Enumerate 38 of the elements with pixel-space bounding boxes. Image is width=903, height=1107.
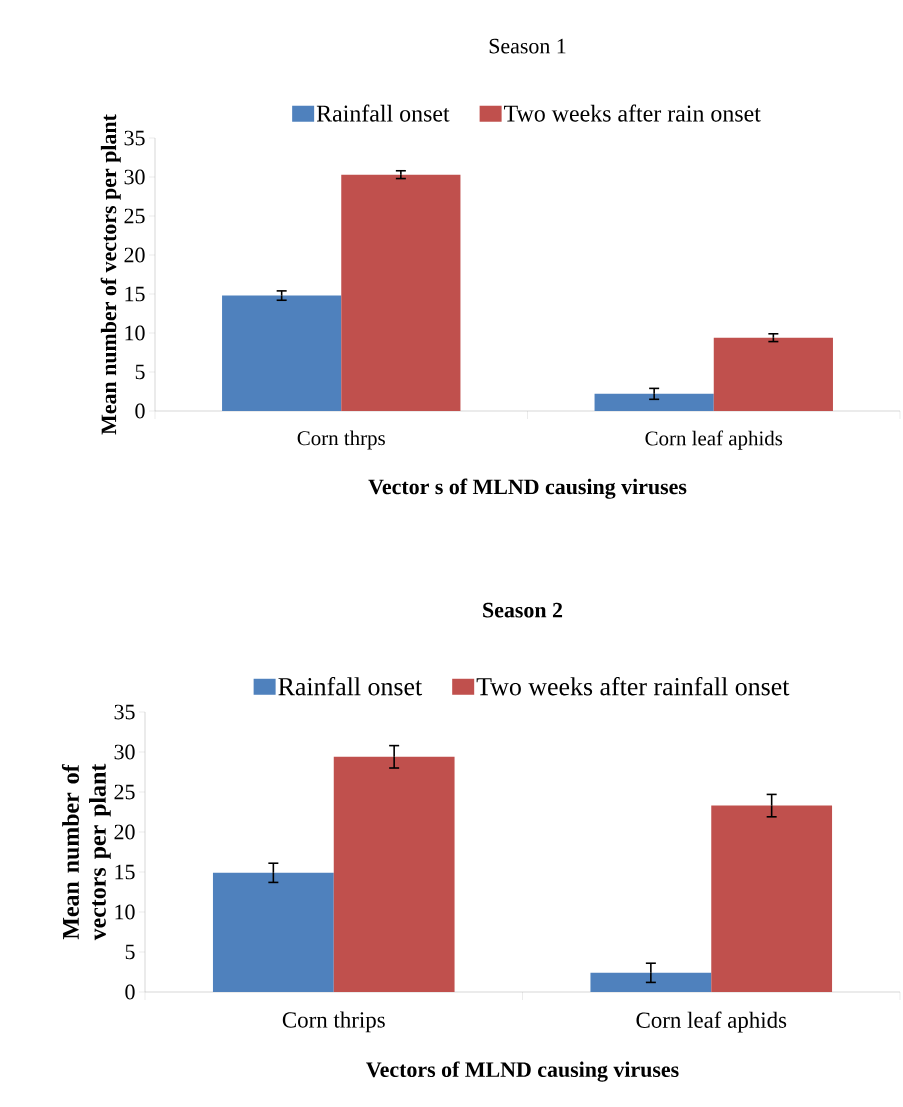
y-tick-label: 20 xyxy=(124,247,145,263)
x-tick-label: Corn thrips xyxy=(282,1011,385,1033)
y-axis-title: Mean number of vectors per plant xyxy=(100,114,121,435)
legend-label: Rainfall onset xyxy=(316,104,450,122)
bar xyxy=(341,174,461,412)
y-tick-label: 35 xyxy=(114,704,135,720)
bar xyxy=(333,756,455,993)
legend-label: Rainfall onset xyxy=(278,676,423,696)
y-tick-label: 25 xyxy=(124,208,145,224)
bar xyxy=(711,805,833,993)
bar xyxy=(222,295,342,412)
bar xyxy=(590,972,712,993)
x-tick-label: Corn leaf aphids xyxy=(636,1011,787,1033)
chart-title: Season 2 xyxy=(483,602,563,618)
bar xyxy=(594,393,714,412)
legend-label: Two weeks after rain onset xyxy=(504,104,761,122)
x-axis-title: Vectors of MLND causing viruses xyxy=(366,1061,679,1082)
y-tick-label: 10 xyxy=(115,904,135,920)
x-tick-label: Corn leaf aphids xyxy=(645,430,783,450)
legend-label: Two weeks after rainfall onset xyxy=(476,676,790,696)
y-tick-label: 25 xyxy=(114,784,135,800)
y-tick-label: 15 xyxy=(125,286,145,302)
bar xyxy=(713,337,833,412)
y-tick-label: 20 xyxy=(114,824,135,840)
y-tick-label: 30 xyxy=(114,744,135,760)
y-tick-label: 15 xyxy=(115,864,135,880)
x-tick-label: Corn thrps xyxy=(297,430,385,450)
y-tick-label: 10 xyxy=(125,325,145,341)
y-tick-label: 35 xyxy=(124,130,145,146)
y-tick-label: 0 xyxy=(125,984,135,1000)
bar xyxy=(212,872,334,993)
y-tick-label: 30 xyxy=(124,169,145,185)
y-axis-title: Mean number of vectors per plant xyxy=(61,763,111,941)
chart-title: Season 1 xyxy=(489,38,566,54)
x-axis-title: Vector s of MLND causing viruses xyxy=(368,478,687,499)
y-tick-label: 5 xyxy=(125,944,135,960)
y-tick-label: 5 xyxy=(135,364,145,380)
y-tick-label: 0 xyxy=(135,403,145,419)
